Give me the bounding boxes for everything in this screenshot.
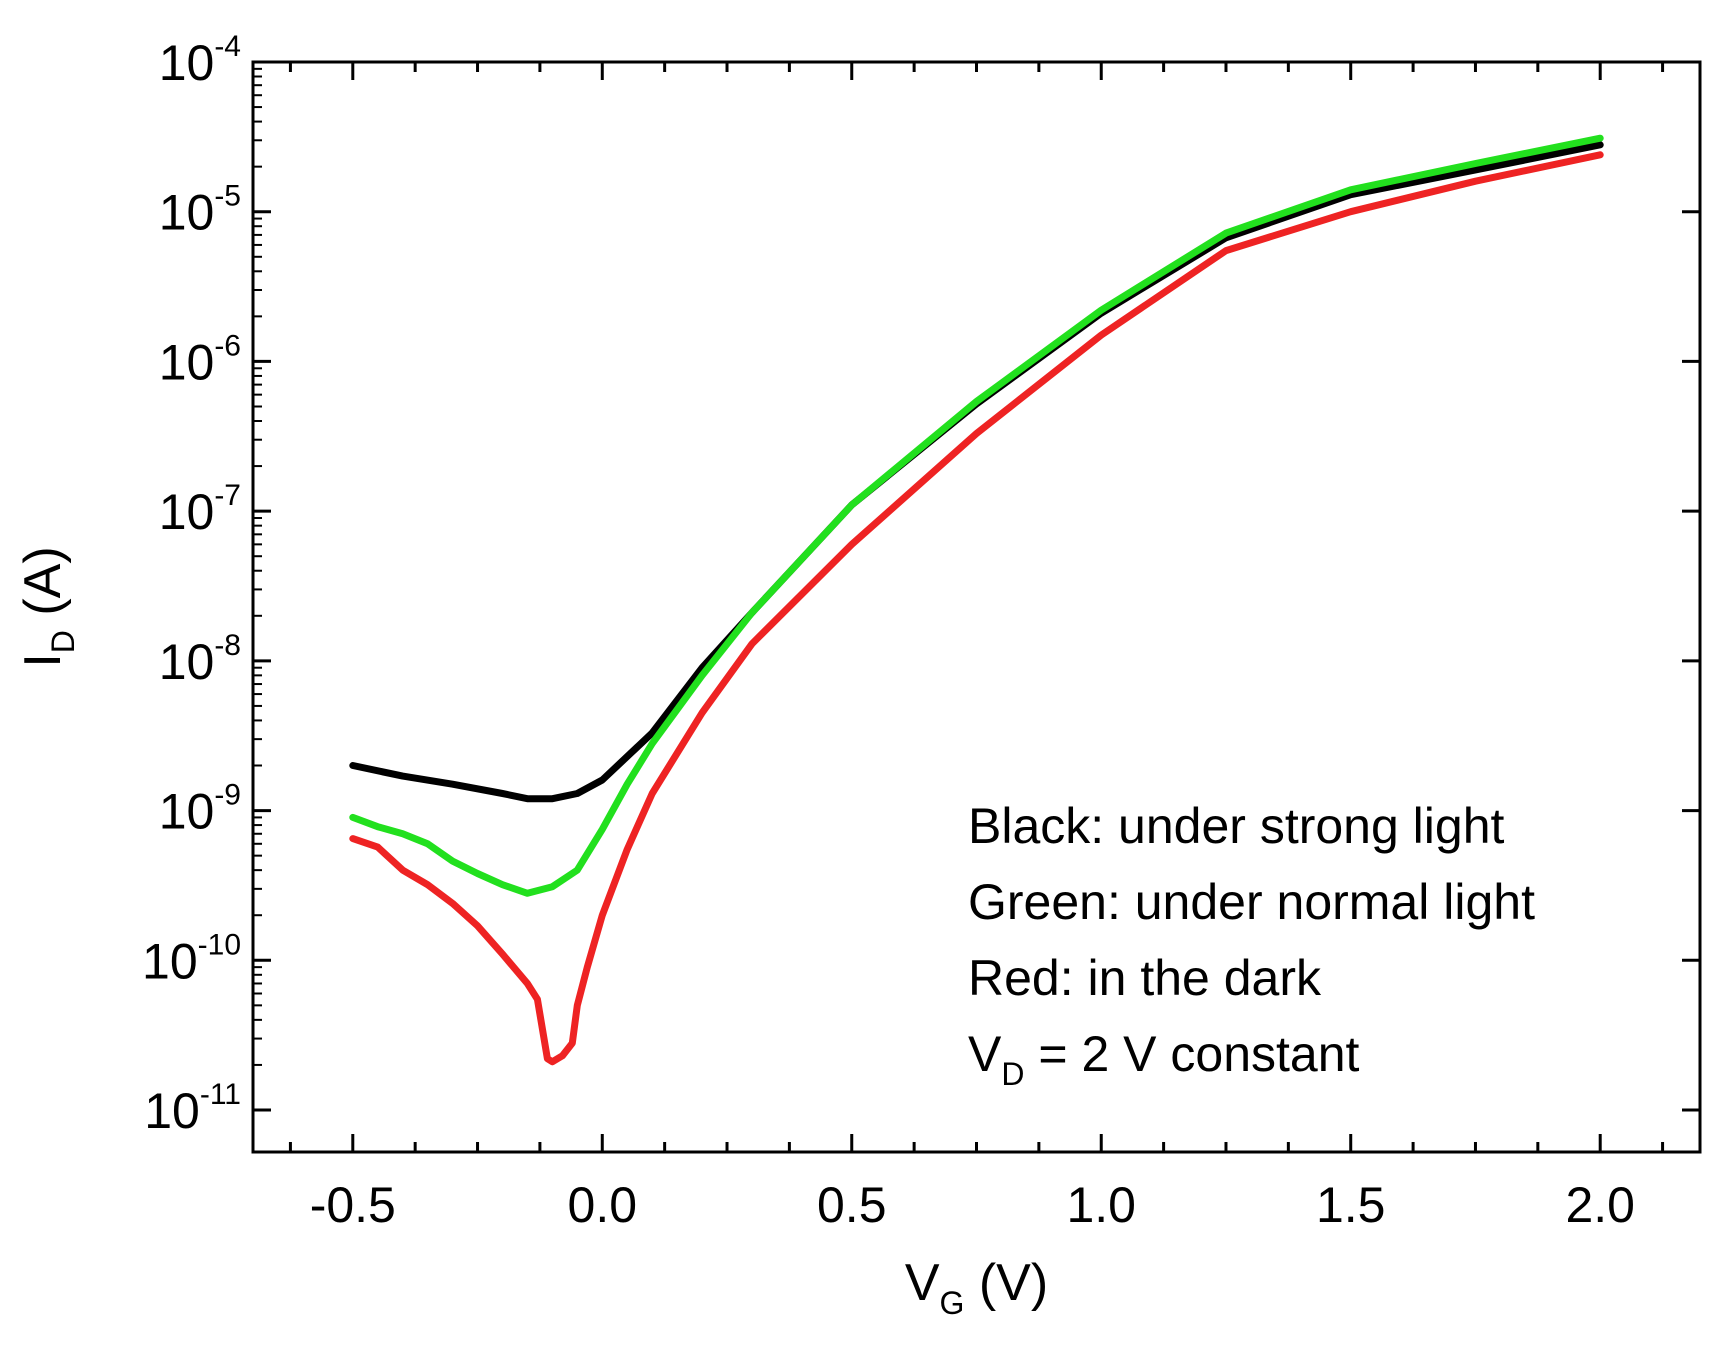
series-line-0: [349, 141, 1604, 803]
y-tick-label: 10-6: [159, 329, 241, 390]
legend-line-vd: VD = 2 V constant: [968, 1026, 1360, 1092]
y-tick-label: 10-11: [144, 1078, 241, 1139]
legend-line-black: Black: under strong light: [968, 798, 1505, 854]
x-tick-labels: -0.5 0.0 0.5 1.0 1.5 2.0: [310, 1177, 1635, 1233]
y-tick-label: 10-8: [159, 629, 241, 690]
series-line-2: [349, 151, 1604, 1066]
legend-line-red: Red: in the dark: [968, 950, 1322, 1006]
y-axis-title-main: I: [14, 653, 72, 667]
plot-frame: [251, 60, 1702, 1154]
series-layer: [349, 134, 1604, 1066]
legend-vd-main: V: [968, 1026, 1002, 1082]
legend-vd-sub: D: [1001, 1056, 1024, 1092]
y-axis-title-sub: D: [45, 630, 81, 653]
y-tick-label: 10-7: [159, 479, 241, 540]
x-axis-title: VG (V): [905, 1254, 1048, 1321]
x-axis-title-main: V: [905, 1254, 940, 1312]
x-tick-label: 1.5: [1316, 1177, 1386, 1233]
x-tick-label: 1.0: [1066, 1177, 1136, 1233]
legend-line-green: Green: under normal light: [968, 874, 1535, 930]
y-axis-title: ID (A): [14, 546, 81, 667]
y-tick-label: 10-9: [159, 779, 241, 840]
x-tick-label: 2.0: [1565, 1177, 1635, 1233]
y-tick-label: 10-4: [159, 30, 241, 91]
x-tick-label: 0.5: [817, 1177, 887, 1233]
y-tick-label: 10-5: [159, 180, 241, 241]
legend: Black: under strong light Green: under n…: [968, 798, 1535, 1092]
legend-vd-rest: = 2 V constant: [1024, 1026, 1359, 1082]
x-axis-title-unit: (V): [964, 1254, 1048, 1312]
series-line-1: [349, 134, 1604, 897]
y-tick-label: 10-10: [142, 928, 241, 989]
x-axis-title-sub: G: [940, 1285, 965, 1321]
x-tick-label: -0.5: [310, 1177, 396, 1233]
x-tick-label: 0.0: [568, 1177, 638, 1233]
y-axis-title-unit: (A): [14, 546, 72, 630]
y-tick-labels: 10-4 10-5 10-6 10-7 10-8 10-9 10-10 10-11: [142, 30, 241, 1139]
